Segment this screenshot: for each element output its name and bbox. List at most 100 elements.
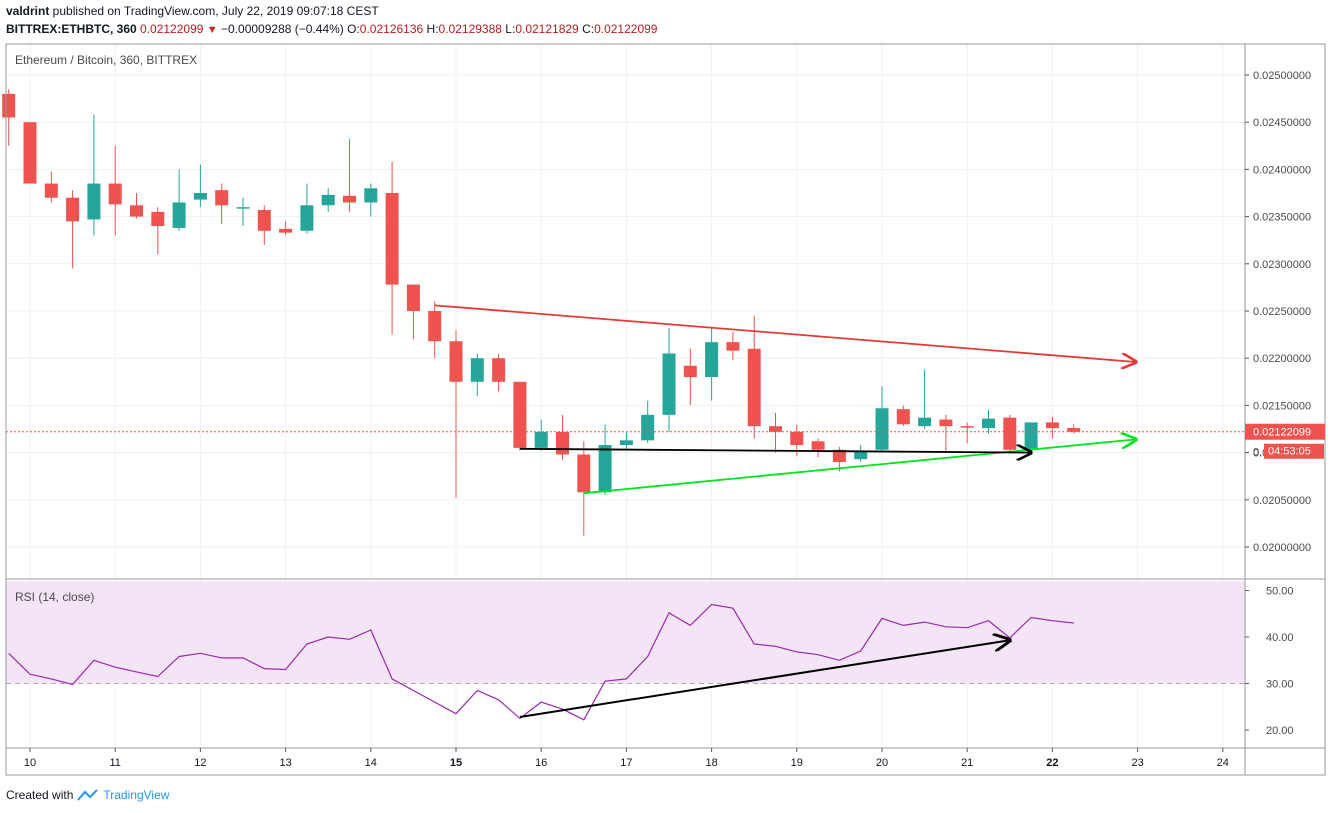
candle-down	[939, 414, 953, 451]
time-tick-label: 21	[961, 757, 973, 769]
down-triangle-icon: ▼	[206, 24, 218, 36]
candle-body	[896, 409, 910, 425]
rsi-tick-label: 30.00	[1266, 679, 1294, 691]
candle-up	[598, 424, 612, 496]
candle-down	[747, 315, 761, 439]
price-change: −0.00009288 (−0.44%)	[221, 22, 344, 36]
last-price-tag	[1245, 423, 1325, 440]
candle-body	[66, 197, 80, 222]
price-tick-label: 0.02400000	[1253, 164, 1311, 176]
rsi-pane-title: RSI (14, close)	[15, 590, 95, 604]
candle-body	[130, 205, 143, 217]
candle-body	[428, 311, 442, 342]
price-tick-label: 0.02500000	[1253, 70, 1311, 82]
candle-body	[1003, 417, 1017, 450]
low-value: 0.02121829	[515, 22, 579, 36]
candle-body	[23, 122, 37, 184]
candle-body	[236, 207, 250, 209]
candle-body	[151, 211, 165, 227]
time-axis[interactable]: 10 11 12 13 14 15 16 17 18 19 20 21 22 23 24	[24, 748, 1229, 769]
candle-down	[1003, 414, 1017, 453]
candle-down	[577, 441, 591, 536]
candle-down	[151, 207, 165, 255]
last-price-tag-label: 0.02122099	[1253, 427, 1311, 439]
candle-body	[598, 445, 612, 493]
candle-down	[896, 405, 910, 427]
candle-body	[726, 342, 740, 351]
rsi-line	[8, 603, 1074, 721]
price-tick-label: 0.02350000	[1253, 212, 1311, 224]
time-tick-label: 11	[109, 757, 120, 769]
candle-body	[1067, 428, 1081, 432]
candle-body	[769, 426, 782, 432]
candle-down	[811, 438, 825, 458]
candle-body	[1024, 422, 1038, 450]
low-label: L:	[505, 22, 516, 36]
candle-up	[534, 419, 548, 451]
author-link[interactable]: valdrint	[6, 4, 50, 18]
time-tick-label: 18	[705, 757, 717, 769]
candle-body	[2, 93, 16, 118]
candle-body	[982, 418, 995, 429]
countdown-tag-label: 04:53:05	[1268, 446, 1311, 458]
candle-body	[470, 358, 484, 382]
candle-down	[449, 329, 463, 498]
candle-down	[279, 221, 293, 236]
main-pane-title: Ethereum / Bitcoin, 360, BITTREX	[15, 53, 198, 67]
candle-up	[982, 410, 995, 434]
time-tick-label: 20	[876, 757, 888, 769]
trendlines	[6, 304, 1245, 495]
candle-down	[428, 301, 442, 359]
candle-body	[343, 195, 356, 203]
trendline-support	[583, 439, 1136, 495]
footer: Created with TradingView	[6, 788, 169, 802]
candle-body	[875, 408, 889, 450]
candle-body	[87, 183, 101, 220]
ohlc-header: BITTREX:ETHBTC, 360 0.02122099 ▼ −0.0000…	[6, 22, 657, 36]
price-tick-label: 0.02150000	[1253, 400, 1311, 412]
candle-body	[215, 190, 229, 206]
candle-up	[364, 183, 378, 217]
trendline-bottom	[519, 449, 1031, 453]
candle-body	[790, 431, 804, 446]
price-tick-label: 0.02000000	[1253, 542, 1311, 554]
tradingview-brand[interactable]: TradingView	[103, 788, 170, 802]
candle-body	[960, 426, 974, 428]
candle-up	[1024, 422, 1038, 453]
candle-body	[513, 381, 527, 448]
rsi-axis[interactable]: 20.00 30.00 40.00 50.00	[1245, 586, 1294, 738]
candle-down	[343, 139, 356, 212]
candle-body	[854, 450, 868, 460]
time-tick-label: 16	[535, 757, 547, 769]
candle-down	[66, 190, 80, 269]
candle-body	[406, 284, 420, 311]
close-label: C:	[582, 22, 595, 36]
outer-frame	[5, 43, 1326, 776]
candle-down	[1067, 424, 1081, 434]
candle-down	[257, 205, 271, 245]
rsi-tick-label: 50.00	[1266, 586, 1294, 598]
time-tick-label: 10	[24, 757, 36, 769]
candle-body	[811, 441, 825, 450]
candle-body	[683, 365, 697, 378]
price-axis[interactable]: 0.020000000.020500000.021000000.02150000…	[1245, 70, 1325, 554]
candle-body	[641, 414, 655, 441]
candle-body	[619, 440, 633, 446]
candle-up	[705, 327, 719, 401]
publish-header: valdrint published on TradingView.com, J…	[6, 4, 379, 18]
candle-body	[747, 348, 761, 427]
time-tick-label: 13	[279, 757, 291, 769]
candle-up	[662, 327, 676, 432]
time-tick-label: 22	[1046, 757, 1058, 769]
open-label: O:	[347, 22, 360, 36]
candle-down	[960, 422, 974, 444]
candle-down	[23, 122, 37, 184]
rsi-tick-label: 20.00	[1266, 725, 1294, 737]
candle-up	[875, 386, 889, 453]
candle-down	[492, 353, 506, 392]
candle-body	[577, 454, 591, 493]
candle-up	[300, 183, 314, 234]
time-tick-label: 14	[365, 757, 377, 769]
time-tick-label: 24	[1217, 757, 1229, 769]
